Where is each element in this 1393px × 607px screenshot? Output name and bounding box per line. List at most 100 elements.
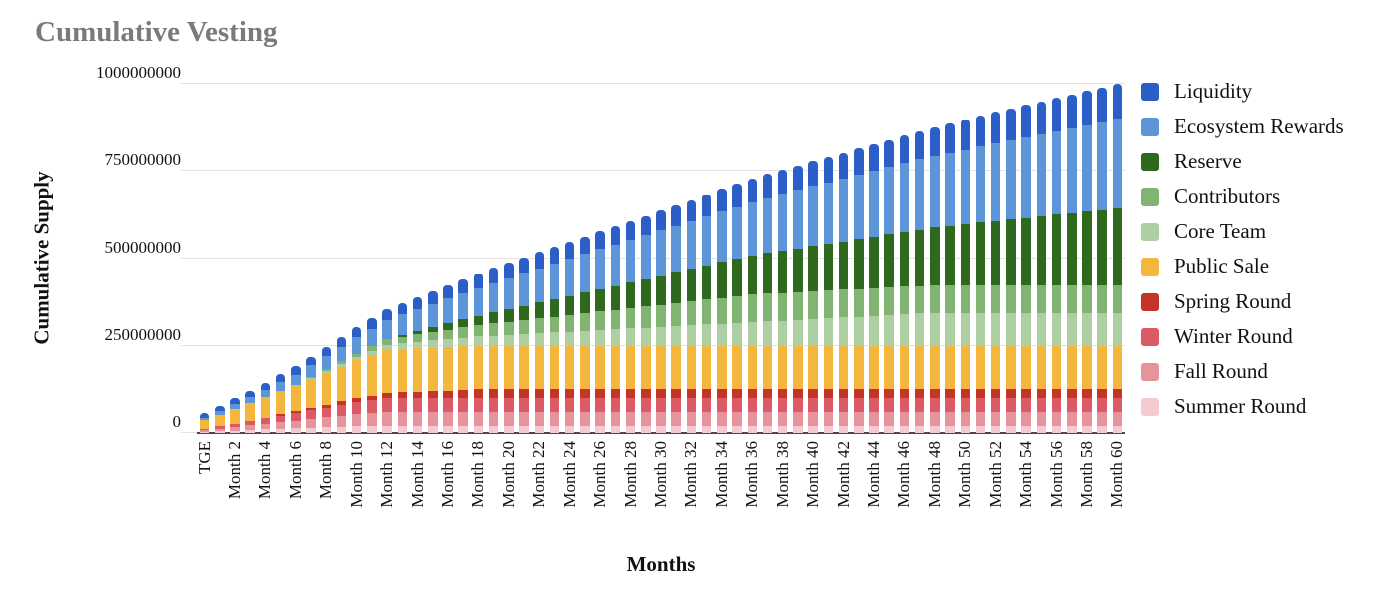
bar-segment-spring-round — [975, 389, 986, 399]
bar-segment-liquidity — [306, 356, 316, 366]
bar-tge — [199, 413, 210, 433]
bar-segment-ecosystem-rewards — [686, 220, 697, 270]
gridline — [181, 170, 1125, 172]
bar-segment-liquidity — [671, 205, 681, 226]
bar-month-35 — [732, 183, 742, 433]
bar-segment-fall-round — [473, 412, 484, 427]
bar-segment-contributors — [701, 299, 712, 325]
bar-month-10 — [351, 327, 362, 433]
bar-month-40 — [808, 161, 818, 433]
legend-item-ecosystem-rewards: Ecosystem Rewards — [1141, 109, 1344, 144]
bar-segment-summer-round — [945, 426, 955, 433]
bar-segment-liquidity — [732, 183, 742, 207]
bar-segment-core-team — [701, 324, 712, 346]
bar-segment-core-team — [762, 321, 773, 346]
bar-segment-summer-round — [854, 426, 864, 433]
bar-segment-public-sale — [793, 345, 803, 390]
bar-segment-winter-round — [656, 398, 666, 413]
bar-month-48 — [930, 126, 940, 433]
bar-segment-core-team — [321, 371, 332, 373]
bar-segment-liquidity — [458, 279, 468, 294]
chart-title: Cumulative Vesting — [35, 16, 278, 48]
bar-segment-spring-round — [1021, 389, 1031, 399]
bar-segment-core-team — [306, 378, 316, 379]
bar-segment-public-sale — [869, 345, 879, 390]
bar-segment-winter-round — [504, 398, 514, 413]
legend-swatch — [1141, 327, 1159, 346]
bar-month-45 — [884, 139, 894, 433]
bar-segment-fall-round — [488, 412, 499, 427]
bar-segment-contributors — [854, 288, 864, 317]
bar-segment-public-sale — [215, 414, 225, 427]
legend-swatch — [1141, 397, 1159, 416]
bar-month-14 — [412, 296, 423, 433]
bar-segment-liquidity — [534, 252, 545, 269]
legend-item-fall-round: Fall Round — [1141, 354, 1344, 389]
bar-segment-spring-round — [747, 389, 758, 399]
bar-segment-core-team — [899, 314, 910, 346]
bar-segment-public-sale — [275, 391, 286, 415]
bar-segment-contributors — [382, 338, 392, 345]
bar-segment-spring-round — [808, 389, 818, 399]
bar-segment-public-sale — [260, 397, 271, 418]
bar-segment-ecosystem-rewards — [1082, 125, 1092, 212]
bar-segment-reserve — [671, 272, 681, 303]
x-tick-label: Month 44 — [863, 441, 883, 508]
bar-segment-reserve — [975, 222, 986, 285]
bar-segment-winter-round — [382, 398, 392, 413]
bar-segment-contributors — [412, 334, 423, 342]
bar-segment-reserve — [747, 255, 758, 295]
bar-segment-fall-round — [458, 412, 468, 427]
bar-segment-summer-round — [504, 426, 514, 433]
bar-segment-spring-round — [397, 392, 408, 399]
bar-segment-fall-round — [975, 412, 986, 427]
bar-segment-fall-round — [762, 412, 773, 427]
bar-segment-liquidity — [215, 405, 225, 412]
y-tick-label: 1000000000 — [96, 63, 181, 82]
bar-segment-liquidity — [504, 263, 514, 279]
bar-month-54 — [1021, 105, 1031, 433]
bar-segment-contributors — [945, 284, 955, 313]
bar-segment-fall-round — [504, 412, 514, 427]
bar-segment-contributors — [564, 314, 575, 332]
x-tick-label: Month 6 — [285, 441, 305, 500]
bar-segment-spring-round — [884, 389, 894, 399]
bar-segment-fall-round — [336, 415, 347, 427]
bar-segment-spring-round — [732, 389, 742, 399]
bar-segment-liquidity — [610, 226, 621, 245]
bar-segment-public-sale — [975, 345, 986, 390]
bar-segment-reserve — [777, 251, 788, 293]
bar-segment-fall-round — [945, 412, 955, 427]
bar-segment-spring-round — [428, 391, 438, 399]
bar-segment-winter-round — [1036, 398, 1047, 413]
bar-segment-liquidity — [960, 119, 970, 150]
bar-segment-core-team — [854, 316, 864, 346]
bar-segment-contributors — [306, 377, 316, 379]
bar-segment-core-team — [1021, 312, 1031, 346]
bar-segment-reserve — [641, 279, 651, 307]
bar-segment-spring-round — [990, 389, 1001, 399]
bar-month-9 — [336, 336, 347, 433]
bar-segment-reserve — [458, 319, 468, 328]
legend-swatch — [1141, 152, 1159, 171]
bar-segment-winter-round — [199, 428, 210, 431]
bar-segment-fall-round — [306, 418, 316, 428]
bar-segment-fall-round — [1006, 412, 1016, 427]
bar-month-39 — [793, 165, 803, 433]
bar-segment-liquidity — [793, 165, 803, 191]
bar-segment-summer-round — [808, 426, 818, 433]
bar-segment-winter-round — [1112, 398, 1123, 413]
x-tick-label: Month 42 — [833, 441, 853, 508]
bar-segment-core-team — [793, 319, 803, 346]
bar-segment-core-team — [975, 312, 986, 346]
bar-segment-contributors — [625, 307, 636, 329]
bar-segment-winter-round — [564, 398, 575, 413]
bar-segment-contributors — [428, 332, 438, 341]
x-tick-label: Month 36 — [742, 441, 762, 508]
bar-segment-public-sale — [321, 372, 332, 405]
bar-segment-public-sale — [595, 345, 605, 390]
bar-segment-reserve — [625, 282, 636, 308]
bar-segment-ecosystem-rewards — [336, 346, 347, 362]
bar-segment-winter-round — [336, 404, 347, 416]
bar-segment-core-team — [914, 313, 925, 346]
